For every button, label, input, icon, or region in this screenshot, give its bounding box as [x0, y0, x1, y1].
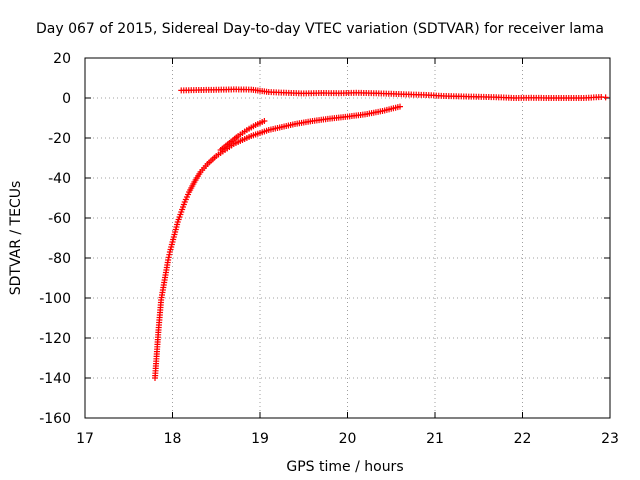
x-tick-label: 18 [164, 431, 182, 447]
x-tick-label: 21 [426, 431, 444, 447]
chart-title: Day 067 of 2015, Sidereal Day-to-day VTE… [36, 21, 604, 37]
data-point [261, 118, 268, 124]
x-tick-label: 23 [601, 431, 619, 447]
data-points [152, 86, 609, 381]
y-tick-label: -140 [39, 371, 71, 387]
data-point [397, 103, 403, 110]
grid [85, 58, 610, 418]
plot-frame [84, 57, 611, 419]
y-tick-label: 20 [53, 51, 71, 67]
y-axis-label: SDTVAR / TECUs [8, 181, 24, 296]
y-tick-label: -160 [39, 411, 71, 427]
y-tick-label: 0 [62, 91, 71, 107]
x-tick-label: 20 [339, 431, 357, 447]
y-tick-label: -60 [48, 211, 71, 227]
x-tick-label: 22 [514, 431, 532, 447]
axis-ticks: 17 18 19 20 21 22 23 20 0 -20 -40 -60 -80 -100 -120 -14… [39, 51, 619, 447]
x-axis-label: GPS time / hours [286, 459, 403, 475]
y-tick-label: -40 [48, 171, 71, 187]
y-tick-label: -120 [39, 331, 71, 347]
x-tick-label: 19 [251, 431, 269, 447]
data-point [602, 94, 609, 101]
y-tick-label: -100 [39, 291, 71, 307]
y-tick-label: -80 [48, 251, 71, 267]
y-tick-label: -20 [48, 131, 71, 147]
x-tick-label: 17 [76, 431, 94, 447]
